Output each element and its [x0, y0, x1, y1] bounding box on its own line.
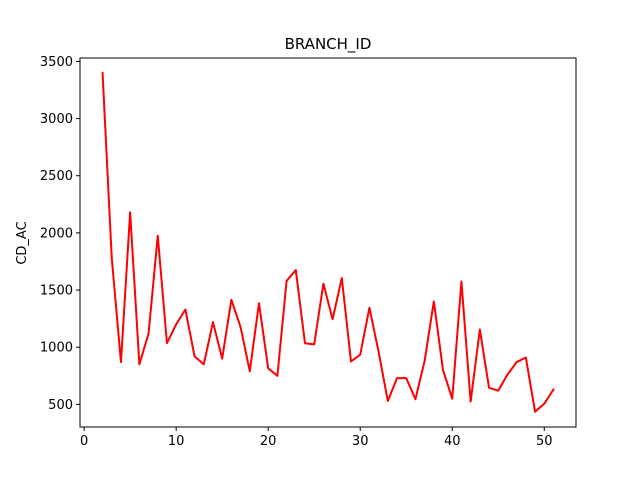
axes-frame — [79, 57, 577, 428]
y-tick-label: 2000 — [40, 226, 73, 241]
y-tick-label: 2500 — [40, 169, 73, 184]
y-tick-label: 3500 — [40, 55, 73, 70]
x-tick-label: 10 — [168, 434, 185, 449]
x-tick-label: 40 — [444, 434, 461, 449]
y-tick-label: 1000 — [40, 341, 73, 356]
chart-title: BRANCH_ID — [285, 35, 372, 54]
y-axis-label: CD_AC — [15, 221, 30, 264]
y-tick-label: 1500 — [40, 284, 73, 299]
x-tick-label: 30 — [352, 434, 369, 449]
y-tick-label: 500 — [48, 398, 73, 413]
plot-area: 0 10 20 30 40 50 500 1000 1500 2000 2500 3000 3500 — [40, 55, 577, 449]
series-line-0 — [101, 71, 555, 413]
x-tick-label: 20 — [260, 434, 277, 449]
x-tick-label: 50 — [536, 434, 553, 449]
x-tick-label: 0 — [80, 434, 88, 449]
y-tick-label: 3000 — [40, 112, 73, 127]
